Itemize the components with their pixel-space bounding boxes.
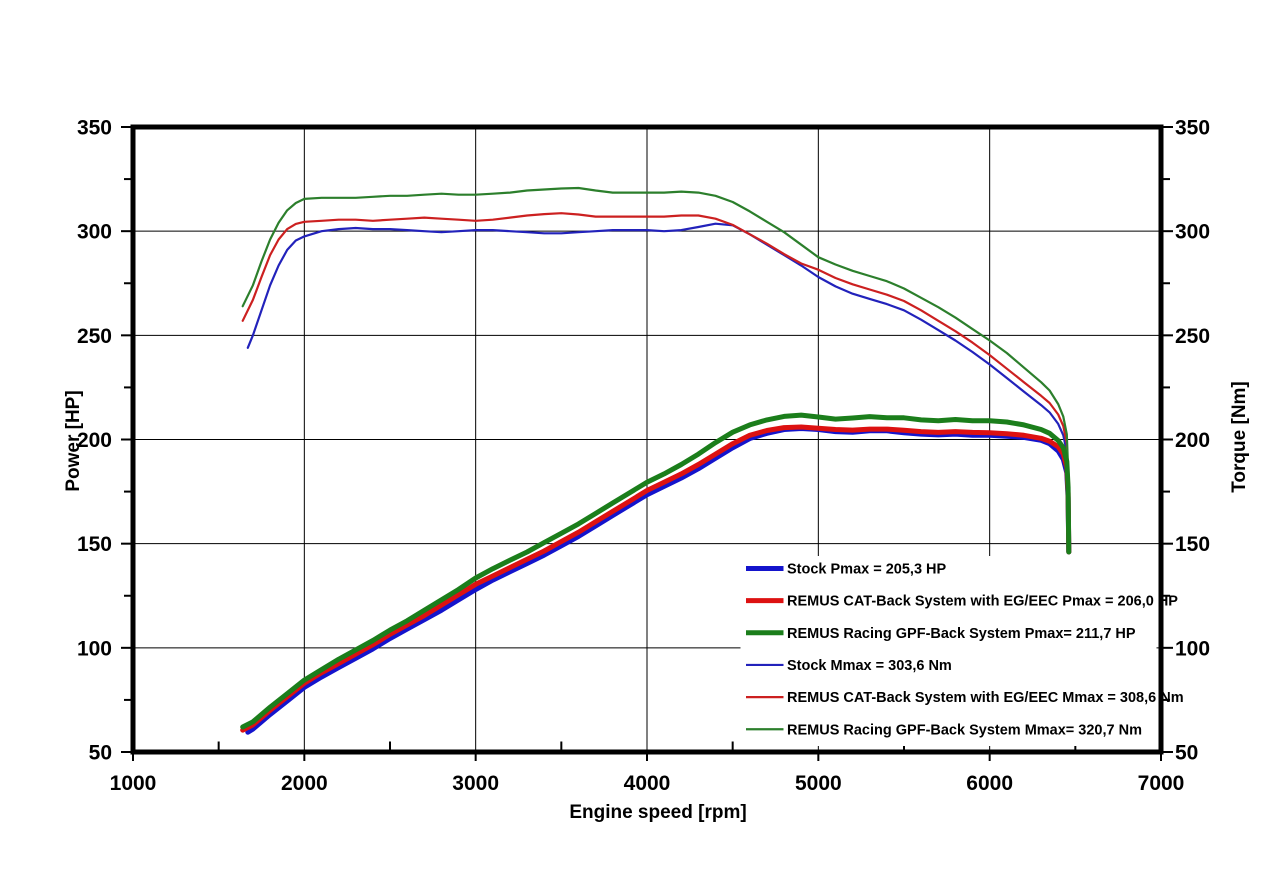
right-axis-tick-label: 150	[1175, 533, 1210, 556]
right-axis-tick-label: 300	[1175, 221, 1210, 244]
x-axis-tick-label: 4000	[624, 772, 671, 795]
legend-label: REMUS CAT-Back System with EG/EEC Mmax =…	[787, 690, 1184, 706]
right-axis-title: Torque [Nm]	[1229, 381, 1250, 493]
legend-label: Stock Pmax = 205,3 HP	[787, 562, 947, 578]
left-axis-tick-label: 250	[77, 325, 112, 348]
left-axis-tick-label: 150	[77, 533, 112, 556]
x-axis-tick-label: 1000	[110, 772, 157, 795]
left-axis-tick-label: 100	[77, 637, 112, 660]
legend-label: REMUS Racing GPF-Back System Pmax= 211,7…	[787, 626, 1136, 642]
legend: Stock Pmax = 205,3 HP REMUS CAT-Back Syst…	[740, 556, 1184, 746]
legend-item: Stock Pmax = 205,3 HP	[746, 562, 947, 578]
series-remus-gpf-torque-curve	[241, 186, 1070, 554]
left-axis-title: Power [HP]	[63, 390, 84, 491]
right-axis-tick-label: 350	[1175, 117, 1210, 140]
right-axis-tick-label: 100	[1175, 637, 1210, 660]
series-remus-gpf-power-curve	[240, 412, 1072, 730]
x-axis-tick-label: 2000	[281, 772, 328, 795]
series-remus-cat-back-torque-curve	[241, 212, 1070, 554]
left-axis-tick-label: 350	[77, 117, 112, 140]
legend-item: REMUS CAT-Back System with EG/EEC Mmax =…	[746, 690, 1184, 706]
right-axis-tick-label: 50	[1175, 742, 1198, 765]
x-axis-tick-label: 6000	[966, 772, 1013, 795]
right-axis-tick-label: 250	[1175, 325, 1210, 348]
left-axis-tick-label: 300	[77, 221, 112, 244]
legend-item: REMUS CAT-Back System with EG/EEC Pmax =…	[746, 594, 1178, 610]
x-axis-tick-label: 5000	[795, 772, 842, 795]
left-axis-tick-label: 200	[77, 429, 112, 452]
legend-background	[740, 556, 1157, 746]
x-axis-tick-label: 7000	[1138, 772, 1185, 795]
right-axis-tick-label: 200	[1175, 429, 1210, 452]
plot-border	[130, 124, 1164, 755]
series-stock-torque-curve	[246, 222, 1070, 554]
x-axis-title: Engine speed [rpm]	[569, 802, 746, 823]
legend-label: REMUS CAT-Back System with EG/EEC Pmax =…	[787, 594, 1178, 610]
series-remus-cat-back-power-curve	[240, 424, 1072, 733]
legend-item: Stock Mmax = 303,6 Nm	[746, 658, 952, 674]
legend-label: Stock Mmax = 303,6 Nm	[787, 658, 952, 674]
legend-item: REMUS Racing GPF-Back System Mmax= 320,7…	[746, 722, 1142, 738]
x-axis-tick-label: 3000	[452, 772, 499, 795]
legend-item: REMUS Racing GPF-Back System Pmax= 211,7…	[746, 626, 1136, 642]
legend-label: REMUS Racing GPF-Back System Mmax= 320,7…	[787, 722, 1142, 738]
left-axis-tick-label: 50	[89, 742, 112, 765]
